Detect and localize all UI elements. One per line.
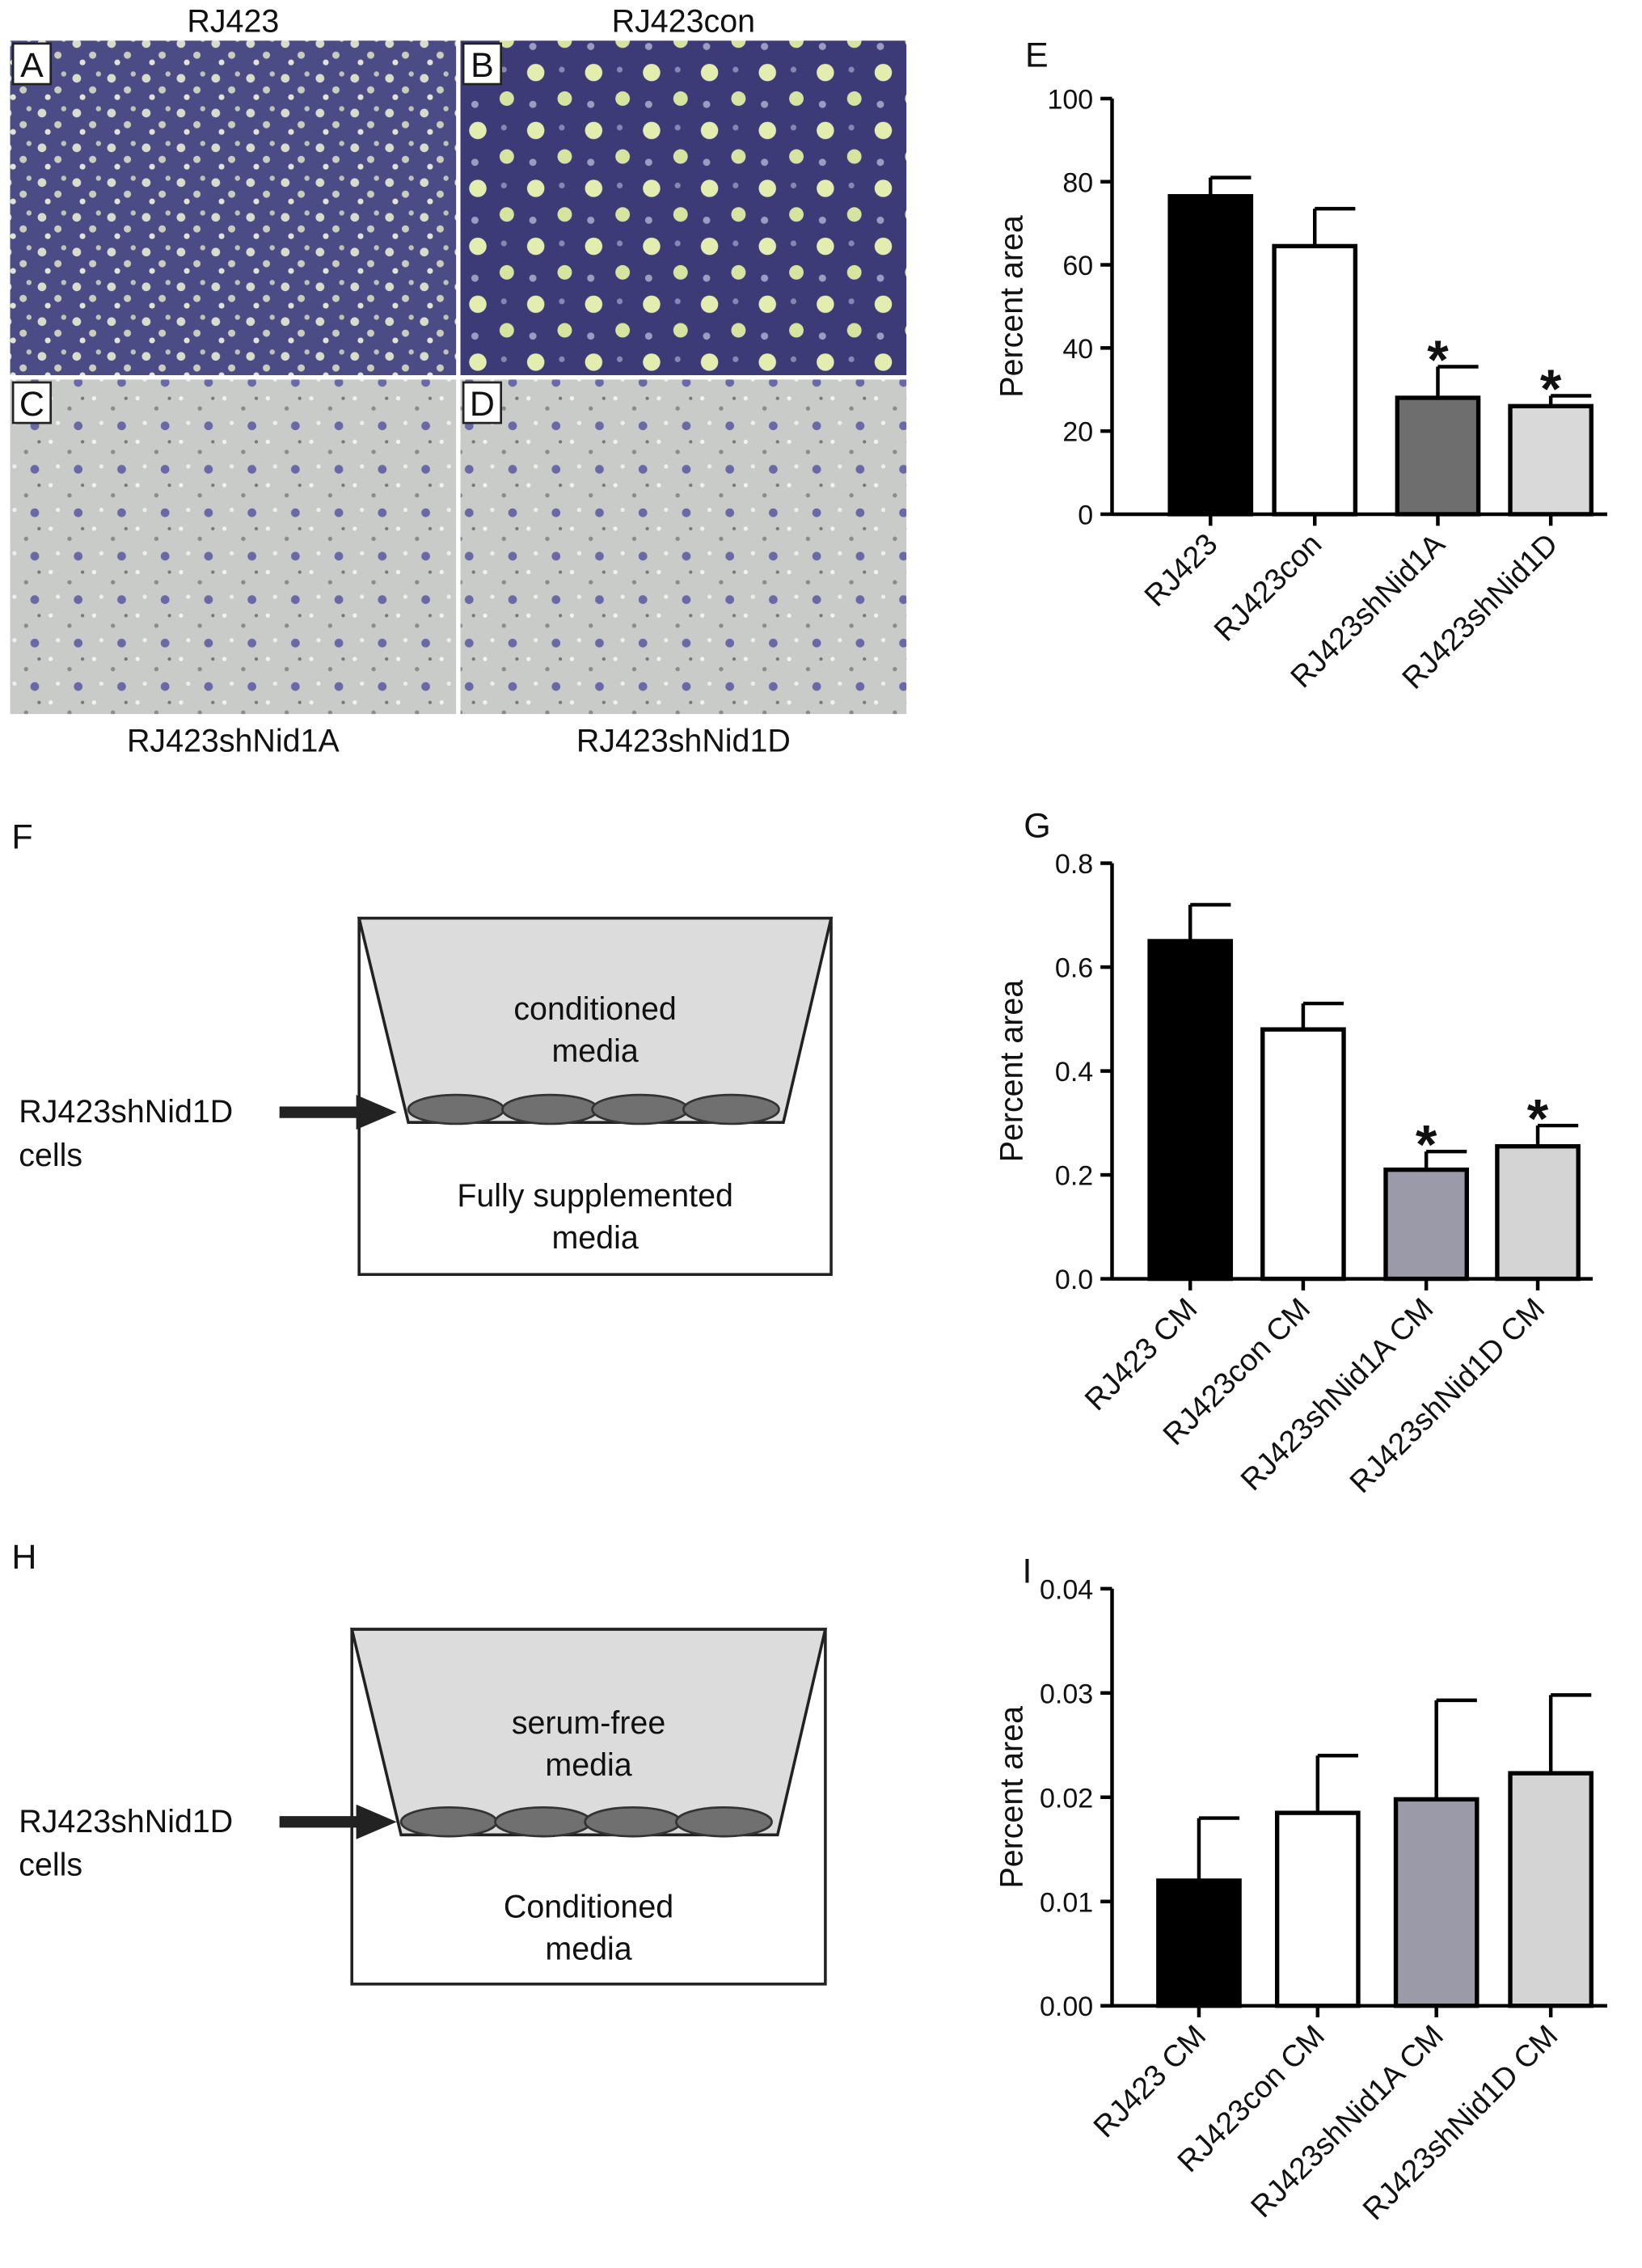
outer-text: media (545, 1931, 631, 1966)
micrograph (10, 40, 457, 376)
cell (584, 1806, 682, 1838)
cell (682, 1093, 780, 1126)
cell (501, 1093, 600, 1126)
y-tick-label: 0.01 (1040, 1887, 1093, 1918)
cell-label: cells (19, 1138, 82, 1173)
x-tick-label: RJ423shNid1D CM (1343, 1291, 1551, 1499)
bar (1395, 395, 1481, 517)
x-tick-label: RJ423 (1138, 526, 1224, 613)
panel-label: RJ423con (612, 4, 755, 40)
panel-letter: F (11, 818, 32, 857)
cell (494, 1806, 593, 1838)
y-tick-label: 100 (1047, 84, 1093, 115)
panel-label: RJ423 (187, 4, 279, 40)
bar (1383, 1167, 1469, 1282)
arrow-head (356, 1095, 397, 1130)
panel-letter: E (1025, 36, 1049, 75)
panel-letter-box (462, 381, 503, 424)
bar (1167, 194, 1254, 517)
y-tick-label: 0.00 (1040, 1991, 1093, 2022)
y-tick-label: 20 (1062, 417, 1093, 448)
significance-mark: * (1416, 1114, 1437, 1176)
y-tick-label: 0.4 (1055, 1057, 1093, 1088)
arrow-head (356, 1804, 397, 1839)
y-tick-label: 60 (1062, 251, 1093, 281)
y-axis-label: Percent area (994, 1706, 1029, 1889)
cell (675, 1806, 773, 1838)
panel-label: RJ423shNid1D (576, 724, 791, 759)
y-tick-label: 0.8 (1055, 849, 1093, 880)
panel-letter: A (20, 46, 44, 85)
bar (1508, 1771, 1594, 2008)
panel-letter: D (470, 385, 495, 424)
y-axis-label: Percent area (994, 980, 1029, 1163)
significance-mark: * (1527, 1088, 1549, 1149)
y-tick-label: 80 (1062, 167, 1093, 198)
y-tick-label: 40 (1062, 334, 1093, 365)
y-tick-label: 0.0 (1055, 1265, 1093, 1295)
inner-text: serum-free (512, 1705, 665, 1741)
bar (1495, 1144, 1581, 1282)
inner-text: media (551, 1033, 638, 1069)
bar (1156, 1878, 1242, 2008)
bar (1274, 1810, 1361, 2008)
micrograph (10, 379, 457, 715)
cell-label: cells (19, 1847, 82, 1882)
bar (1260, 1027, 1346, 1282)
x-tick-label: RJ423shNid1D CM (1356, 2018, 1564, 2226)
panel-letter: H (11, 1538, 36, 1577)
y-tick-label: 0.03 (1040, 1679, 1093, 1709)
insert (349, 1628, 828, 1837)
bar (1272, 243, 1358, 517)
micrograph (460, 40, 907, 376)
panel-letter: B (471, 46, 494, 85)
outer-text: Conditioned (504, 1889, 673, 1924)
cell (407, 1093, 505, 1126)
cell (591, 1093, 690, 1126)
panel-letter-box (462, 42, 503, 86)
outer-text: media (551, 1220, 638, 1256)
outer-text: Fully supplemented (457, 1178, 733, 1214)
y-tick-label: 0.04 (1040, 1574, 1093, 1605)
cell-label: RJ423shNid1D (19, 1094, 233, 1130)
micrograph (460, 379, 907, 715)
y-tick-label: 0.02 (1040, 1783, 1093, 1814)
significance-mark: * (1427, 329, 1449, 391)
x-tick-label: RJ423 CM (1087, 2018, 1212, 2143)
inner-text: media (545, 1747, 631, 1783)
insert (357, 916, 834, 1124)
bar (1508, 403, 1594, 517)
panel-letter: C (19, 385, 44, 424)
x-tick-label: RJ423con (1207, 526, 1328, 647)
cell-label: RJ423shNid1D (19, 1804, 233, 1839)
panel-letter: I (1022, 1552, 1032, 1591)
panel-letter-box (11, 42, 53, 86)
y-tick-label: 0 (1078, 500, 1093, 530)
panel-label: RJ423shNid1A (127, 724, 340, 759)
panel-letter: G (1024, 806, 1050, 845)
inner-text: conditioned (513, 991, 677, 1027)
bar (1393, 1797, 1479, 2008)
cell (399, 1806, 498, 1838)
y-tick-label: 0.6 (1055, 953, 1093, 984)
y-axis-label: Percent area (994, 215, 1029, 398)
y-tick-label: 0.2 (1055, 1161, 1093, 1192)
significance-mark: * (1540, 358, 1562, 420)
bar (1147, 939, 1234, 1282)
panel-letter-box (11, 381, 53, 424)
